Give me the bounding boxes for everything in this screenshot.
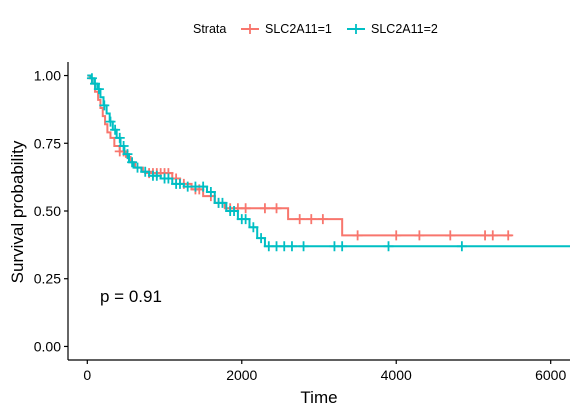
legend-title: Strata xyxy=(193,22,226,36)
censor-mark xyxy=(110,124,121,135)
censor-mark xyxy=(240,203,251,214)
y-tick-label: 0.75 xyxy=(34,135,61,151)
censor-mark xyxy=(256,233,267,244)
censor-mark xyxy=(229,206,240,216)
legend-key-cross xyxy=(245,24,255,34)
y-tick-label: 0.50 xyxy=(34,203,61,219)
censor-mark xyxy=(306,214,317,225)
censor-mark xyxy=(445,230,456,241)
p-value-annotation: p = 0.91 xyxy=(100,287,162,306)
y-ticks: 0.00 0.25 0.50 0.75 1.00 xyxy=(34,68,68,354)
series-1 xyxy=(87,74,514,241)
censor-mark xyxy=(198,181,209,192)
survival-curve xyxy=(87,74,570,248)
censor-mark xyxy=(99,100,110,111)
censor-mark xyxy=(298,241,309,252)
censor-mark xyxy=(391,230,402,241)
x-axis-title: Time xyxy=(300,388,337,407)
censor-mark xyxy=(271,203,282,214)
censor-mark xyxy=(352,230,363,241)
censor-mark xyxy=(205,187,216,198)
legend-key-cross xyxy=(351,24,361,34)
censor-mark xyxy=(487,230,498,241)
y-axis-title: Survival probability xyxy=(8,140,27,283)
censor-mark xyxy=(90,78,101,89)
censor-mark xyxy=(294,214,305,225)
censor-mark xyxy=(286,241,297,252)
series-2 xyxy=(86,73,570,252)
censor-mark xyxy=(414,230,425,241)
x-tick-label: 6000 xyxy=(535,367,566,383)
censor-mark xyxy=(174,178,185,189)
censor-mark xyxy=(337,241,348,252)
survival-curve xyxy=(87,74,513,237)
censor-mark xyxy=(151,170,162,181)
censor-mark xyxy=(118,140,129,151)
censor-mark xyxy=(127,157,138,168)
censor-mark xyxy=(140,166,151,177)
censor-mark xyxy=(259,203,270,214)
legend-label-2: SLC2A11=2 xyxy=(371,22,438,36)
y-tick-label: 0.00 xyxy=(34,338,61,354)
censor-mark xyxy=(248,222,259,233)
censor-mark xyxy=(132,162,143,173)
censor-mark xyxy=(503,230,514,241)
x-tick-label: 4000 xyxy=(381,367,412,383)
censor-mark xyxy=(240,214,251,225)
censor-mark xyxy=(93,84,104,95)
legend-key-2 xyxy=(347,24,365,34)
censor-mark xyxy=(114,132,125,143)
series-layer xyxy=(86,73,570,252)
legend-label-1: SLC2A11=1 xyxy=(265,22,332,36)
censor-mark xyxy=(122,149,133,160)
censor-mark xyxy=(86,73,97,84)
censor-mark xyxy=(383,241,394,252)
x-tick-label: 0 xyxy=(83,367,91,383)
y-tick-label: 1.00 xyxy=(34,68,61,84)
censor-mark xyxy=(105,116,116,127)
censor-mark xyxy=(456,241,467,252)
x-ticks: 0 2000 4000 6000 xyxy=(83,360,566,383)
censor-mark xyxy=(317,214,328,225)
y-tick-label: 0.25 xyxy=(34,271,61,287)
censor-mark xyxy=(163,173,174,184)
censor-mark xyxy=(217,197,228,208)
legend-key-1 xyxy=(241,24,259,34)
legend: Strata SLC2A11=1 SLC2A11=2 xyxy=(193,22,438,36)
x-tick-label: 2000 xyxy=(226,367,257,383)
